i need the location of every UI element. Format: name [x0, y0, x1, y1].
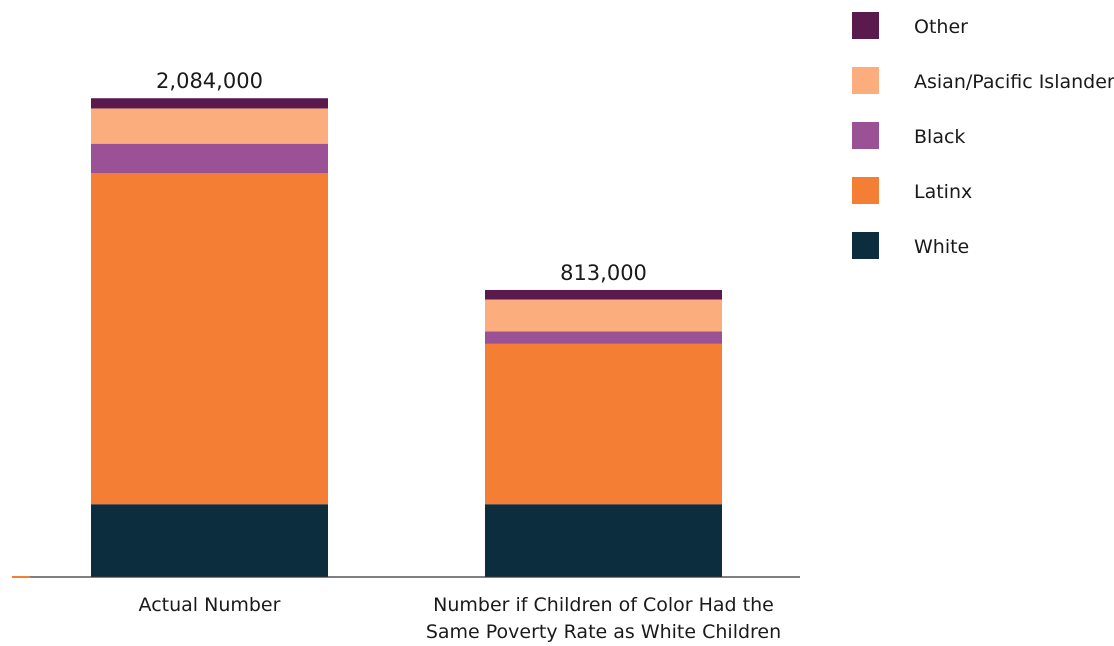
- legend-label-asian-pacific-islander: Asian/Pacific Islander: [914, 71, 1114, 93]
- category-labels-group: Actual Number Number if Children of Color…: [139, 594, 782, 643]
- legend-label-latinx: Latinx: [914, 181, 972, 203]
- bar-total-label: 2,084,000: [156, 69, 263, 93]
- legend-label-other: Other: [914, 16, 968, 38]
- category-label-line: Same Poverty Rate as White Children: [426, 621, 781, 643]
- bar-segment-asian-pacific-islander-2: [485, 299, 722, 332]
- bar-segment-white-1: [91, 504, 328, 577]
- bar-total-label: 813,000: [560, 261, 647, 285]
- bar-segment-latinx-1: [91, 173, 328, 505]
- bars-group: [91, 98, 722, 577]
- legend-item-black: Black: [852, 122, 965, 149]
- legend-item-white: White: [852, 232, 969, 259]
- bar-segment-black-2: [485, 331, 722, 344]
- legend-item-asian-pacific-islander: Asian/Pacific Islander: [852, 67, 1114, 94]
- category-label: Number if Children of Color Had the Same …: [426, 594, 781, 643]
- bar-segment-latinx-2: [485, 343, 722, 505]
- bar-segment-other-1: [91, 98, 328, 109]
- category-label-line: Actual Number: [139, 594, 281, 616]
- legend-swatch-asian-pacific-islander: [852, 67, 879, 94]
- category-label-line: Number if Children of Color Had the: [433, 594, 774, 616]
- legend-label-white: White: [914, 236, 969, 258]
- bar-segment-white-2: [485, 504, 722, 577]
- legend-swatch-other: [852, 12, 879, 39]
- legend-item-other: Other: [852, 12, 968, 39]
- legend-swatch-latinx: [852, 177, 879, 204]
- category-label: Actual Number: [139, 594, 281, 616]
- legend-label-black: Black: [914, 126, 965, 148]
- legend-item-latinx: Latinx: [852, 177, 972, 204]
- legend-swatch-black: [852, 122, 879, 149]
- legend: Other Asian/Pacific Islander Black Latinx Wh…: [852, 12, 1114, 259]
- total-labels-group: 2,084,000 813,000: [156, 69, 647, 285]
- bar-segment-asian-pacific-islander-1: [91, 108, 328, 144]
- bar-segment-black-1: [91, 143, 328, 174]
- bar-segment-other-2: [485, 289, 722, 300]
- legend-swatch-white: [852, 232, 879, 259]
